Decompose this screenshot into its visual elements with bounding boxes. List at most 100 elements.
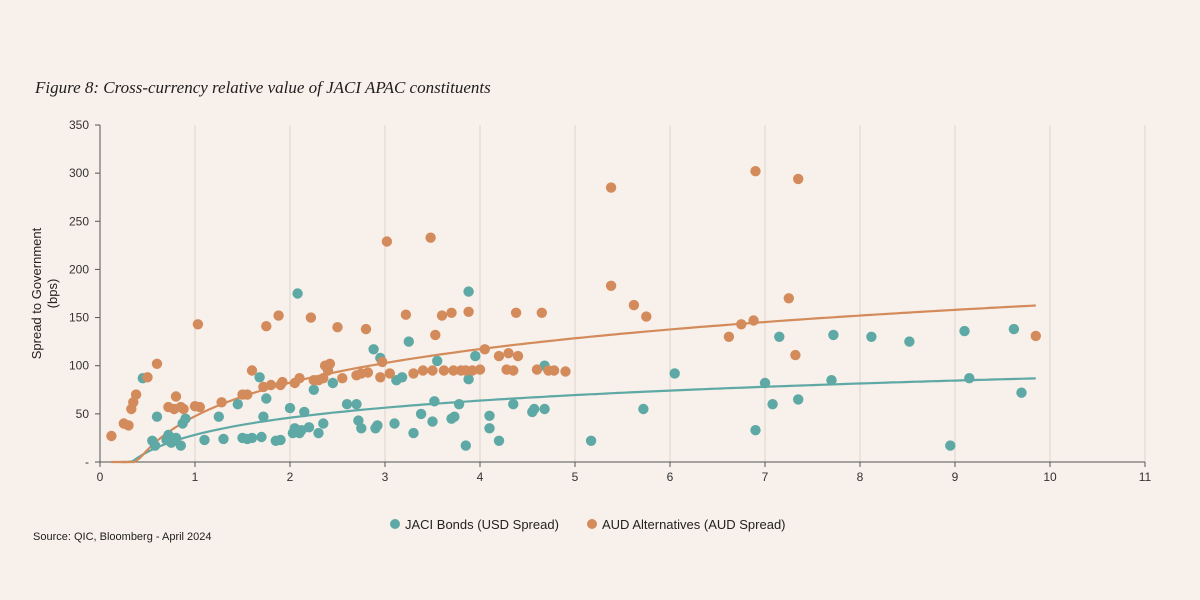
point-jaci — [828, 329, 839, 341]
axes — [95, 124, 1146, 467]
point-jaci — [368, 344, 379, 355]
point-jaci — [463, 374, 474, 385]
point-aud — [273, 310, 284, 321]
point-jaci — [389, 418, 400, 429]
x-tick-label: 6 — [667, 470, 674, 484]
point-aud — [448, 365, 459, 376]
point-aud — [194, 401, 205, 413]
point-aud — [463, 306, 474, 317]
legend-label-aud: AUD Alternatives (AUD Spread) — [602, 517, 786, 532]
legend-label-jaci: JACI Bonds (USD Spread) — [405, 517, 559, 532]
x-tick-label: 0 — [97, 470, 104, 484]
point-aud — [790, 349, 801, 361]
x-tick-label: 2 — [287, 470, 294, 484]
point-jaci — [218, 433, 229, 445]
point-jaci — [449, 411, 460, 422]
x-tick-label: 3 — [382, 470, 389, 484]
point-aud — [265, 379, 277, 391]
point-jaci — [254, 372, 265, 383]
point-jaci — [759, 377, 771, 389]
point-aud — [560, 366, 571, 377]
source-note: Source: QIC, Bloomberg - April 2024 — [33, 531, 212, 543]
point-aud — [425, 232, 436, 243]
point-jaci — [396, 372, 408, 383]
y-axis-label: Spread to Government(bps) — [29, 227, 60, 359]
point-aud — [360, 323, 372, 335]
point-jaci — [1008, 323, 1020, 335]
point-jaci — [484, 423, 495, 434]
point-jaci — [327, 377, 338, 389]
point-aud — [536, 307, 547, 318]
point-jaci — [341, 399, 353, 410]
point-aud — [305, 312, 317, 323]
point-jaci — [959, 325, 970, 337]
legend-marker-aud — [587, 519, 597, 529]
point-aud — [436, 310, 448, 321]
point-aud — [375, 372, 386, 383]
point-jaci — [638, 403, 649, 415]
point-jaci — [403, 336, 414, 347]
point-aud — [793, 173, 804, 185]
point-aud — [192, 319, 204, 330]
point-aud — [324, 358, 336, 369]
point-jaci — [669, 368, 680, 379]
point-aud — [438, 365, 450, 376]
point-jaci — [1016, 387, 1027, 398]
point-aud — [750, 166, 761, 177]
x-tick-label: 1 — [192, 470, 199, 484]
point-jaci — [964, 373, 975, 384]
point-aud — [377, 356, 388, 368]
y-tick-label: 300 — [69, 166, 89, 180]
point-aud — [216, 397, 227, 408]
point-jaci — [415, 408, 427, 420]
point-aud — [106, 430, 117, 442]
point-aud — [384, 368, 395, 379]
point-jaci — [793, 394, 804, 405]
point-jaci — [432, 355, 443, 367]
point-aud — [337, 373, 348, 384]
point-jaci — [904, 336, 915, 347]
y-tick-label: 200 — [69, 262, 89, 276]
legend-marker-jaci — [390, 519, 400, 529]
tick-labels: 0 1 2 3 4 5 6 7 8 9 10 11 - 50 100 150 200 250 300 350 — [69, 118, 1152, 484]
point-jaci — [470, 350, 481, 362]
point-jaci — [299, 406, 310, 418]
point-jaci — [318, 418, 329, 429]
legend: JACI Bonds (USD Spread) AUD Alternatives … — [390, 517, 786, 532]
point-aud — [783, 293, 794, 304]
y-tick-label: 350 — [69, 118, 89, 132]
point-jaci — [429, 396, 440, 407]
x-tick-label: 4 — [477, 470, 484, 484]
point-jaci — [539, 403, 550, 415]
y-tick-label: - — [85, 455, 89, 469]
point-aud — [318, 373, 329, 384]
point-jaci — [408, 427, 419, 439]
point-jaci — [313, 427, 324, 439]
point-aud — [503, 348, 514, 359]
x-tick-label: 11 — [1139, 470, 1152, 484]
point-aud — [170, 391, 182, 402]
point-jaci — [261, 393, 272, 404]
figure-title: Figure 8: Cross-currency relative value … — [35, 78, 491, 97]
x-tick-label: 10 — [1043, 470, 1057, 484]
x-tick-label: 8 — [857, 470, 864, 484]
point-aud — [641, 311, 652, 322]
point-jaci — [170, 432, 182, 444]
point-aud — [178, 403, 189, 415]
point-jaci — [351, 399, 362, 410]
point-jaci — [372, 420, 383, 431]
gridlines — [194, 125, 1146, 462]
y-tick-label: 100 — [69, 359, 89, 373]
point-aud — [123, 420, 134, 431]
point-jaci — [356, 423, 367, 434]
point-aud — [130, 389, 142, 400]
point-aud — [605, 280, 617, 291]
x-tick-label: 7 — [762, 470, 769, 484]
point-jaci — [275, 434, 286, 446]
point-jaci — [826, 375, 837, 386]
point-aud — [400, 309, 412, 320]
point-aud — [748, 315, 759, 326]
point-jaci — [750, 425, 761, 436]
point-jaci — [284, 402, 296, 414]
